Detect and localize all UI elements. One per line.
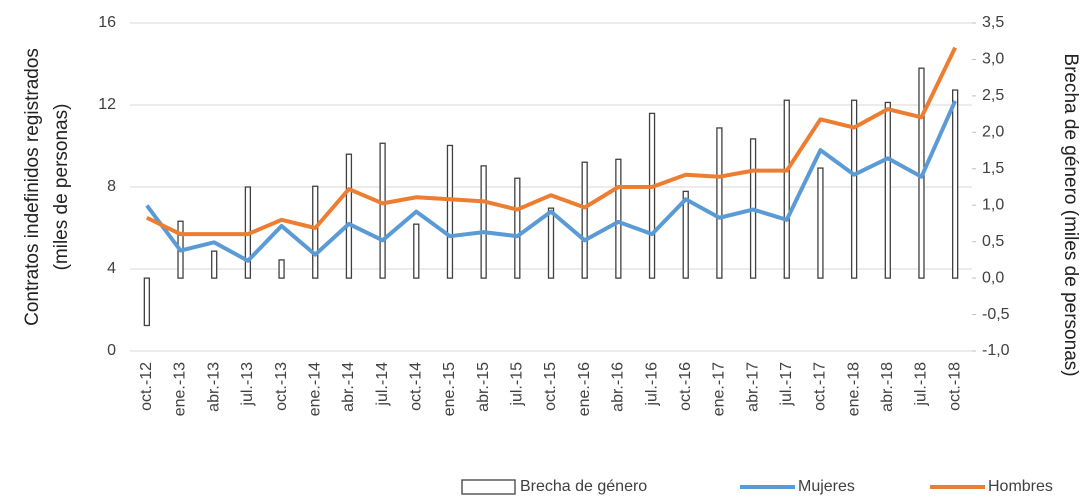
bar xyxy=(648,112,656,279)
bar xyxy=(278,259,285,279)
x-tick-label: oct.-12 xyxy=(138,362,155,411)
x-tick-label: abr.-14 xyxy=(340,362,357,412)
x-tick-label: abr.-13 xyxy=(205,362,222,412)
legend-label: Brecha de género xyxy=(520,478,647,495)
bar xyxy=(480,165,487,279)
bar xyxy=(850,99,858,279)
bar xyxy=(379,142,386,279)
bar xyxy=(446,144,454,279)
x-tick-label: ene.-18 xyxy=(845,362,862,416)
y2-tick-label: 1,5 xyxy=(982,160,1004,177)
x-tick-label: oct.-18 xyxy=(946,362,963,411)
bar xyxy=(615,158,622,279)
x-tick-label: ene.-17 xyxy=(711,362,728,416)
x-tick-label: jul.-13 xyxy=(239,362,256,407)
bar xyxy=(817,167,824,279)
bar xyxy=(952,89,959,279)
x-tick-label: jul.-16 xyxy=(643,362,660,407)
y-axis-title: Contratos indefinidos registrados xyxy=(22,48,43,326)
y2-tick-label: 2,0 xyxy=(982,124,1004,141)
x-tick-label: abr.-15 xyxy=(475,362,492,412)
bar xyxy=(884,101,891,279)
x-tick-label: abr.-16 xyxy=(610,362,627,412)
y-axis-title: (miles de personas) xyxy=(51,104,72,271)
x-tick-label: abr.-17 xyxy=(744,362,761,412)
x-tick-label: jul.-14 xyxy=(374,362,391,407)
x-tick-label: ene.-13 xyxy=(172,362,189,416)
x-tick-label: ene.-14 xyxy=(306,362,323,416)
y2-tick-label: 0,0 xyxy=(982,269,1004,286)
legend-swatch xyxy=(461,479,516,495)
x-tick-label: jul.-18 xyxy=(913,362,930,407)
y2-tick-label: 0,5 xyxy=(982,233,1004,250)
y-tick-label: 16 xyxy=(98,14,116,31)
y2-tick-label: 1,0 xyxy=(982,196,1004,213)
legend-label: Mujeres xyxy=(798,478,855,495)
y-tick-label: 0 xyxy=(107,342,116,359)
legend-label: Hombres xyxy=(988,478,1053,495)
line xyxy=(145,100,957,263)
bar xyxy=(143,277,150,327)
x-tick-label: jul.-15 xyxy=(509,362,526,407)
line xyxy=(145,46,957,237)
y2-tick-label: -0,5 xyxy=(982,306,1010,323)
y2-axis-title: Brecha de género (miles de personas) xyxy=(1060,53,1081,376)
bar xyxy=(514,177,521,279)
bar xyxy=(716,127,723,279)
x-tick-label: oct.-17 xyxy=(812,362,829,411)
bar xyxy=(413,223,420,279)
y-tick-label: 4 xyxy=(107,260,116,277)
x-tick-label: jul.-17 xyxy=(778,362,795,407)
y-tick-label: 12 xyxy=(98,96,116,113)
x-tick-label: oct.-15 xyxy=(542,362,559,411)
bar xyxy=(581,161,588,279)
y2-tick-label: 3,0 xyxy=(982,51,1004,68)
y-tick-label: 8 xyxy=(107,178,116,195)
y2-tick-label: 3,5 xyxy=(982,14,1004,31)
x-tick-label: abr.-18 xyxy=(879,362,896,412)
bar xyxy=(211,250,218,279)
x-tick-label: ene.-16 xyxy=(576,362,593,416)
x-tick-label: oct.-14 xyxy=(407,362,424,411)
y2-tick-label: -1,0 xyxy=(982,342,1010,359)
bar xyxy=(682,190,689,279)
bar xyxy=(312,185,319,279)
bar xyxy=(547,207,555,279)
x-tick-label: oct.-16 xyxy=(677,362,694,411)
y2-tick-label: 2,5 xyxy=(982,87,1004,104)
bar xyxy=(345,153,353,279)
x-tick-label: ene.-15 xyxy=(441,362,458,416)
bar xyxy=(783,99,790,279)
x-tick-label: oct.-13 xyxy=(273,362,290,411)
